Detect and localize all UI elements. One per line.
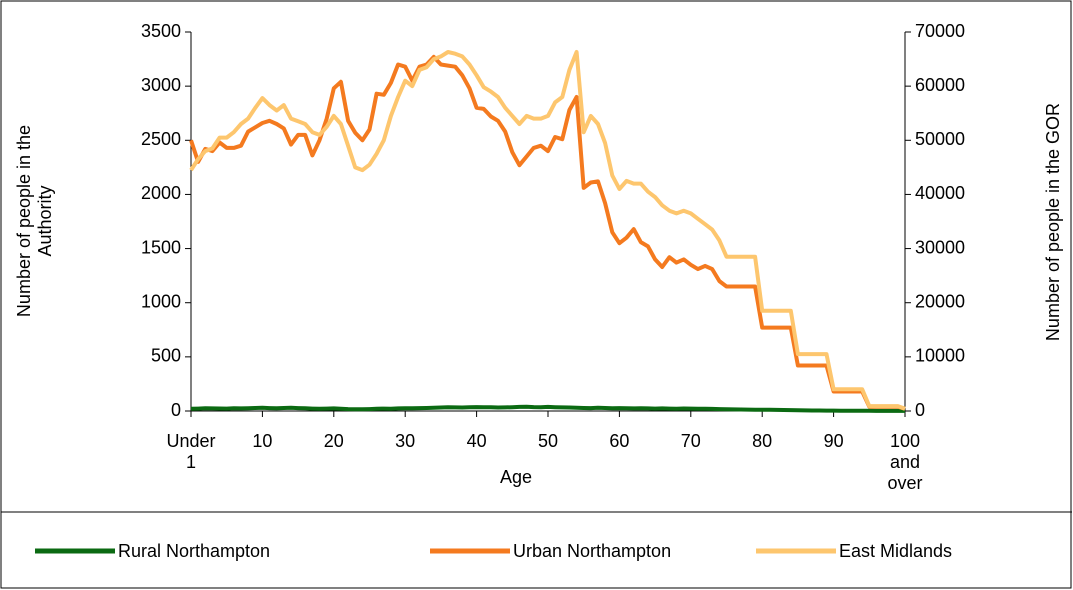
- y-tick-label: 500: [151, 346, 181, 366]
- series-line: [190, 404, 905, 413]
- y-tick-label: 1500: [141, 237, 181, 257]
- series-line: [189, 54, 906, 411]
- y2-tick-label: 0: [915, 400, 925, 420]
- y-tick-label: 1000: [141, 291, 181, 311]
- x-tick-label: 70: [680, 431, 701, 451]
- legend-label: Urban Northampton: [513, 541, 671, 561]
- x-tick-label: 50: [537, 431, 559, 451]
- x-tick-label: 100 and over: [887, 431, 923, 493]
- x-tick-label: 20: [323, 431, 344, 451]
- x-tick-label: 40: [466, 431, 487, 451]
- y2-tick-label: 70000: [915, 21, 965, 41]
- y-tick-label: 2500: [141, 129, 181, 149]
- y-tick-label: 3000: [141, 75, 181, 95]
- x-axis-title: Age: [500, 467, 532, 487]
- x-tick-label: 80: [752, 431, 773, 451]
- series-line: [189, 50, 906, 411]
- y-tick-label: 2000: [141, 183, 181, 203]
- y-axis-title: Number of people in the Authority: [14, 124, 55, 318]
- legend-label: East Midlands: [839, 541, 952, 561]
- x-tick-label: 30: [395, 431, 416, 451]
- y2-tick-label: 30000: [915, 237, 965, 257]
- x-tick-label: 90: [823, 431, 844, 451]
- y-tick-label: 0: [171, 400, 181, 420]
- y2-tick-label: 60000: [915, 75, 965, 95]
- y2-tick-label: 20000: [915, 291, 965, 311]
- y2-tick-label: 40000: [915, 183, 965, 203]
- y2-tick-label: 10000: [915, 346, 965, 366]
- y2-tick-label: 50000: [915, 129, 965, 149]
- legend-label: Rural Northampton: [118, 541, 270, 561]
- y-tick-label: 3500: [141, 21, 181, 41]
- y2-axis-title: Number of people in the GOR: [1043, 103, 1063, 341]
- x-tick-label: 60: [609, 431, 630, 451]
- x-tick-label: 10: [252, 431, 273, 451]
- x-tick-label: Under 1: [166, 431, 216, 472]
